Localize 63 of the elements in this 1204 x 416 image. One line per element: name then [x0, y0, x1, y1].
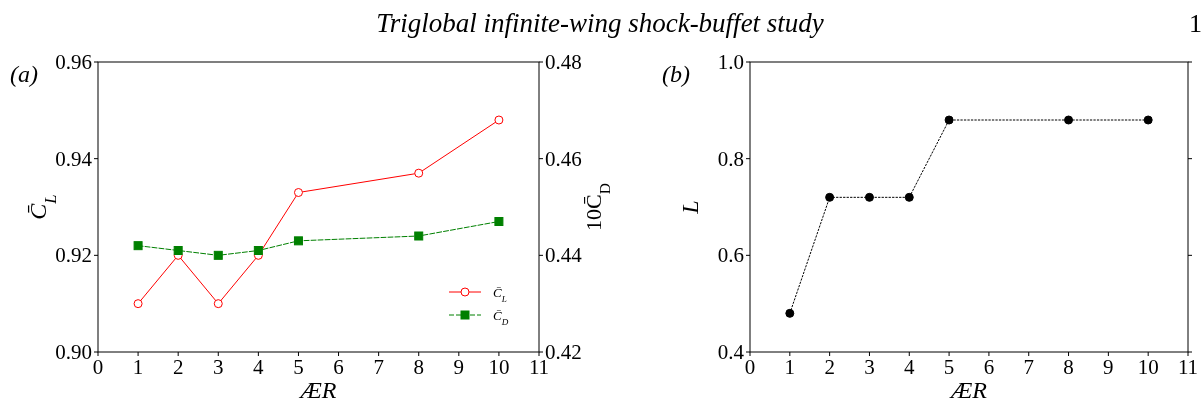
- text: Triglobal infinite-wing shock-buffet study: [376, 8, 824, 38]
- x-tick-label: 8: [413, 355, 424, 379]
- y-tick-label: 0.90: [55, 340, 92, 364]
- point: [825, 192, 835, 202]
- x-tick-label: 6: [983, 355, 995, 379]
- y-tick-label: 0.92: [55, 243, 92, 268]
- x-tick-label: 10: [488, 355, 510, 379]
- text: 1: [1189, 9, 1202, 38]
- x-axis-title: ÆR: [949, 377, 988, 403]
- point: [173, 246, 183, 255]
- point: [904, 192, 914, 202]
- point: [293, 236, 303, 246]
- y-tick-label: 0.96: [55, 50, 92, 74]
- x-axis-title: ÆR: [298, 377, 337, 403]
- y-tick-label: 1.0: [717, 50, 744, 74]
- x-tick-label: 5: [943, 355, 955, 379]
- y-tick-label: 0.8: [717, 146, 744, 171]
- x-tick-label: 6: [333, 355, 344, 379]
- point: [414, 231, 424, 241]
- y2-tick-label: 0.48: [545, 50, 582, 74]
- point: [785, 308, 795, 318]
- point: [494, 115, 504, 125]
- x-tick-label: 2: [172, 355, 184, 379]
- y-tick-label: 0.94: [55, 146, 93, 171]
- point: [944, 115, 954, 125]
- x-tick-label: 7: [1023, 355, 1034, 379]
- x-tick-label: 4: [253, 355, 265, 379]
- legend-label: C̄$_{L}$: [493, 285, 507, 304]
- point: [213, 299, 223, 309]
- point: [133, 241, 143, 251]
- point: [494, 217, 504, 226]
- x-tick-label: 2: [824, 355, 835, 379]
- point: [213, 250, 223, 260]
- x-tick-label: 10: [1137, 355, 1159, 379]
- y-tick-label: 0.4: [717, 340, 745, 364]
- point: [414, 168, 424, 178]
- point: [864, 192, 874, 202]
- x-tick-label: 9: [453, 355, 465, 379]
- x-tick-label: 8: [1063, 355, 1074, 379]
- x-tick-label: 7: [373, 355, 384, 379]
- x-tick-label: 11: [1177, 355, 1199, 379]
- legend-label: C̄$_{D}$: [493, 308, 509, 327]
- x-tick-label: 4: [904, 355, 916, 379]
- point: [1064, 115, 1074, 125]
- point: [1143, 115, 1153, 125]
- point: [133, 299, 143, 309]
- point: [253, 246, 263, 255]
- x-tick-label: 5: [293, 355, 304, 379]
- y-tick-label: 0.6: [717, 243, 744, 268]
- x-tick-label: 3: [213, 355, 224, 379]
- text: (b): [662, 61, 690, 87]
- x-tick-label: 3: [864, 355, 875, 379]
- x-tick-label: 9: [1103, 355, 1114, 379]
- text: (a): [10, 61, 38, 87]
- y2-tick-label: 0.46: [545, 146, 582, 171]
- x-tick-label: 0: [744, 355, 756, 379]
- x-tick-label: 0: [92, 355, 104, 379]
- y2-tick-label: 0.42: [545, 340, 582, 364]
- y-axis-title: L: [677, 200, 703, 215]
- y2-tick-label: 0.44: [545, 243, 583, 268]
- x-tick-label: 1: [132, 355, 144, 379]
- point: [293, 188, 303, 197]
- x-tick-label: 1: [784, 355, 796, 379]
